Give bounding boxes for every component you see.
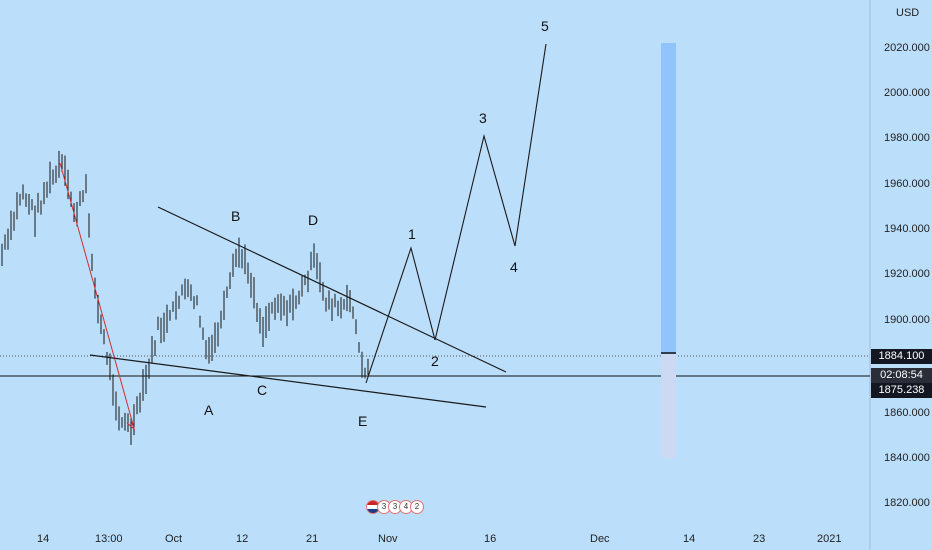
price-tick: 1960.000 bbox=[884, 178, 930, 190]
price-tag-lower: 1875.238 bbox=[871, 383, 932, 398]
projected-wave-path[interactable] bbox=[365, 43, 547, 384]
wave-label-2: 2 bbox=[431, 353, 439, 369]
price-tag-upper: 1884.100 bbox=[871, 349, 932, 364]
countdown-tag: 02:08:54 bbox=[871, 368, 932, 383]
time-tick: 16 bbox=[484, 533, 496, 545]
wave-label-a: A bbox=[204, 402, 214, 418]
wave-label-1: 1 bbox=[408, 226, 416, 242]
wave-label-b: B bbox=[231, 208, 240, 224]
price-tick: 1920.000 bbox=[884, 268, 930, 280]
lower-triangle-line[interactable] bbox=[89, 354, 487, 408]
price-tick: 1860.000 bbox=[884, 407, 930, 419]
projection-bottom[interactable] bbox=[661, 354, 676, 458]
wave-label-d: D bbox=[308, 212, 318, 228]
price-bars bbox=[1, 150, 369, 445]
red-trend-line[interactable] bbox=[59, 162, 135, 429]
price-tick: 1980.000 bbox=[884, 132, 930, 144]
price-axis[interactable]: 2020.000 2000.000 1980.000 1960.000 1940… bbox=[884, 42, 930, 509]
time-tick: Dec bbox=[590, 533, 610, 545]
price-tick: 1900.000 bbox=[884, 314, 930, 326]
wave-label-3: 3 bbox=[479, 110, 487, 126]
upper-triangle-line[interactable] bbox=[157, 206, 507, 373]
price-tick: 1820.000 bbox=[884, 497, 930, 509]
wave-label-c: C bbox=[257, 382, 267, 398]
wave-label-5: 5 bbox=[541, 18, 549, 34]
event-count[interactable]: 2 bbox=[410, 500, 424, 514]
price-tick: 1840.000 bbox=[884, 452, 930, 464]
red-arrow-icon bbox=[126, 419, 136, 431]
time-tick: 14 bbox=[683, 533, 695, 545]
time-tick: 14 bbox=[37, 533, 49, 545]
wave-label-4: 4 bbox=[510, 259, 518, 275]
time-axis[interactable]: 14 13:00 Oct 12 21 Nov 16 Dec 14 23 2021 bbox=[37, 533, 841, 545]
economic-events[interactable]: 3 3 4 2 bbox=[366, 500, 424, 514]
time-tick: 13:00 bbox=[95, 533, 123, 545]
time-tick: 21 bbox=[306, 533, 318, 545]
time-tick: 23 bbox=[753, 533, 765, 545]
currency-label[interactable]: USD bbox=[896, 7, 920, 19]
price-tick: 1940.000 bbox=[884, 223, 930, 235]
time-tick: Nov bbox=[378, 533, 398, 545]
price-tick: 2000.000 bbox=[884, 87, 930, 99]
projection-top[interactable] bbox=[661, 43, 676, 354]
wave-label-e: E bbox=[358, 413, 367, 429]
price-tick: 2020.000 bbox=[884, 42, 930, 54]
time-tick: Oct bbox=[165, 533, 182, 545]
time-tick: 2021 bbox=[817, 533, 841, 545]
time-tick: 12 bbox=[236, 533, 248, 545]
